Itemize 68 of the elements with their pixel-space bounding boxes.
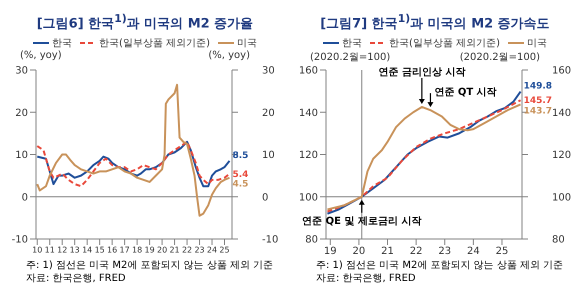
x-tick-label: 23 (438, 246, 452, 258)
data-label: 8.5 (232, 150, 248, 161)
x-tick-label: 22 (410, 246, 422, 258)
data-label: 4.5 (232, 180, 248, 190)
legend-label: 한국 (341, 37, 362, 50)
y2-tick-label: 30 (262, 66, 275, 77)
y-tick-label: 10 (15, 150, 28, 162)
x-tick-label: 24 (206, 246, 218, 255)
legend-label: 한국 (51, 37, 72, 50)
annotation: 연준 금리인상 시작 (378, 66, 466, 78)
y-tick-label: 140 (298, 108, 318, 119)
x-tick-label: 11 (44, 246, 55, 255)
data-label: 145.7 (524, 96, 552, 106)
x-tick-label: 14 (82, 246, 92, 255)
annotation: 연준 QE 및 제로금리 시작 (302, 216, 422, 227)
text: 자료: 한국은행, FRED (26, 272, 127, 285)
data-label: 5.4 (232, 170, 248, 180)
y2-tick-label: 140 (552, 108, 572, 119)
y2-axis-title: (2020.2월=100) (460, 51, 540, 63)
y2-axis-title: (%, yoy) (208, 50, 250, 62)
y2-tick-label: 0 (262, 192, 268, 204)
y2-tick-label: 20 (262, 108, 275, 119)
legend-label: 미국 (526, 37, 547, 50)
x-tick-label: 13 (70, 246, 80, 255)
y-tick-label: 0 (22, 192, 28, 204)
text: 주: 1) 점선은 미국 M2에 포함되지 않는 상품 제외 기준 (26, 259, 274, 272)
x-tick-label: 21 (381, 246, 394, 258)
x-tick-label: 18 (132, 246, 142, 255)
y-tick-label: -10 (12, 234, 28, 246)
y-tick-label: 100 (298, 192, 318, 204)
y-tick-label: 20 (15, 108, 28, 119)
y-tick-label: 160 (298, 66, 318, 77)
text: 주: 1) 점선은 미국 M2에 포함되지 않는 상품 제외 기준 (316, 259, 564, 272)
y-tick-label: 30 (15, 66, 28, 77)
y2-tick-label: 120 (552, 150, 572, 162)
x-tick-label: 21 (169, 246, 180, 255)
data-label: 143.7 (524, 106, 552, 116)
x-tick-label: 19 (144, 246, 155, 255)
y-axis-title: (2020.2월=100) (310, 51, 390, 63)
text: 자료: 한국은행, FRED (316, 272, 417, 285)
x-tick-label: 25 (219, 246, 230, 255)
y2-tick-label: 160 (552, 66, 572, 77)
legend-label: 한국(일부상품 제외기준) (98, 37, 210, 50)
x-tick-label: 10 (32, 246, 42, 255)
x-tick-label: 19 (324, 246, 337, 258)
data-label: 149.8 (524, 82, 552, 92)
y-tick-label: 80 (305, 234, 318, 246)
x-tick-label: 15 (94, 246, 105, 255)
x-tick-label: 23 (194, 246, 205, 255)
annotation: 연준 QT 시작 (434, 87, 497, 98)
legend-label: 한국(일부상품 제외기준) (388, 37, 500, 50)
x-tick-label: 25 (496, 246, 508, 258)
y2-tick-label: -10 (262, 234, 278, 246)
y2-tick-label: 100 (552, 192, 572, 204)
x-tick-label: 16 (107, 246, 118, 255)
y2-tick-label: 10 (262, 150, 275, 162)
y2-tick-label: 80 (552, 234, 565, 246)
x-tick-label: 17 (120, 246, 130, 255)
x-tick-label: 20 (156, 246, 168, 255)
chart-title: [그림7] 한국$^{1)}$과 미국의 M2 증가속도 (319, 11, 551, 34)
x-tick-label: 12 (57, 246, 68, 255)
x-tick-label: 22 (182, 246, 192, 255)
y-axis-title: (%, yoy) (20, 50, 62, 62)
x-tick-label: 24 (466, 246, 480, 258)
legend-label: 미국 (236, 37, 257, 50)
chart-title: [그림6] 한국$^{1)}$과 미국의 M2 증가율 (36, 11, 254, 34)
y-tick-label: 120 (298, 150, 318, 162)
x-tick-label: 20 (352, 246, 366, 258)
